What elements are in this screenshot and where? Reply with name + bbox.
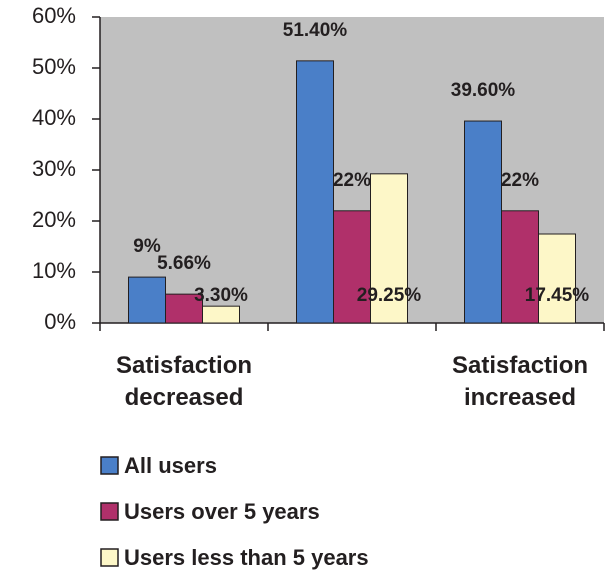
y-tick-label: 60%	[32, 3, 76, 28]
bar	[296, 60, 334, 324]
bar	[333, 210, 371, 324]
legend-swatch	[100, 456, 119, 475]
legend-swatch	[100, 548, 119, 567]
bar	[370, 173, 408, 324]
legend-label: Users less than 5 years	[124, 545, 369, 570]
data-label: 5.66%	[157, 253, 211, 274]
bar	[464, 120, 502, 324]
bar	[202, 305, 240, 324]
legend-label: All users	[124, 453, 217, 478]
y-tick-label: 40%	[32, 105, 76, 130]
data-label: 22%	[501, 170, 539, 191]
data-label: 3.30%	[194, 285, 248, 306]
bar	[128, 276, 166, 324]
data-label: 9%	[133, 236, 161, 257]
legend-swatch	[100, 502, 119, 521]
data-label: 29.25%	[357, 285, 422, 306]
x-tick-label: Satisfaction decreased	[115, 352, 253, 411]
data-label: 39.60%	[451, 80, 516, 101]
bar	[165, 293, 203, 324]
y-tick-label: 50%	[32, 54, 76, 79]
data-label: 17.45%	[525, 285, 590, 306]
legend-label: Users over 5 years	[124, 499, 320, 524]
data-label: 51.40%	[283, 20, 348, 41]
y-tick-label: 10%	[32, 258, 76, 283]
y-tick-label: 30%	[32, 156, 76, 181]
y-tick-label: 20%	[32, 207, 76, 232]
bar	[538, 233, 576, 324]
x-tick-label: Satisfaction increased	[451, 352, 589, 411]
bar	[501, 210, 539, 324]
data-label: 22%	[333, 170, 371, 191]
y-tick-label: 0%	[44, 309, 76, 334]
